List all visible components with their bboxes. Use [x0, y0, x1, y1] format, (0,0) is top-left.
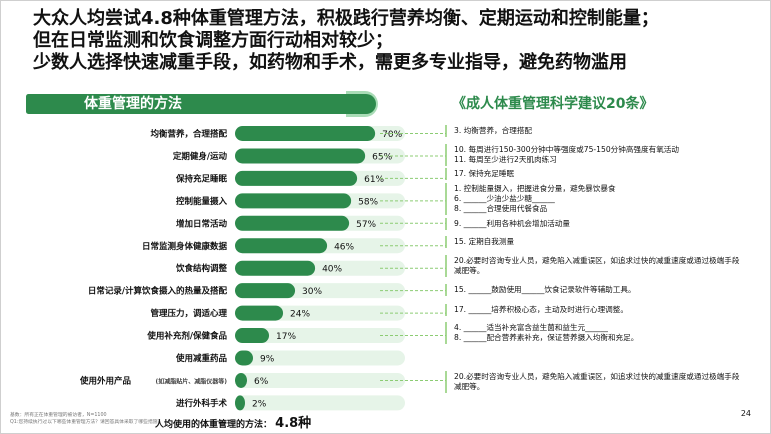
- bar: [235, 372, 248, 388]
- average-methods: 人均使用的体重管理的方法： 4.8种: [155, 412, 311, 431]
- category-label: 增加日常活动: [176, 218, 228, 229]
- category-label: 饮食结构调整: [175, 263, 228, 274]
- category-label: 定期健身/运动: [172, 151, 228, 162]
- headline-line-2: 但在日常监测和饮食调整方面行动相对较少；: [33, 30, 393, 51]
- recommendation-item: 11. 每周至少进行2天肌肉练习: [454, 155, 557, 164]
- bar: [235, 126, 376, 141]
- bar-value-label: 65%: [372, 152, 392, 162]
- bar-value-label: 6%: [254, 377, 269, 387]
- recommendation-item: 8. ______配合营养素补充，保证营养摄入均衡和充足。: [454, 333, 639, 342]
- bar-value-label: 46%: [334, 242, 354, 252]
- footnote-question: Q1:您持续执行过以下哪些体重管理方法？请回答具体采取了哪些措施？: [10, 420, 163, 425]
- recommendation-item: 17. ______培养积极心态，主动及时进行心理调整。: [454, 305, 628, 314]
- recommendation-item: 15. ______鼓励使用______饮食记录软件等辅助工具。: [454, 285, 636, 294]
- recommendation-item: 8. ______合理使用代餐食品: [454, 204, 548, 213]
- bar: [235, 170, 358, 186]
- bar-value-label: 57%: [356, 220, 376, 230]
- category-label: 使用外用产品: [79, 375, 132, 386]
- bar-value-label: 2%: [252, 399, 267, 409]
- bar: [235, 215, 350, 231]
- headline-line-1: 大众人均尝试4.8种体重管理方法，积极践行营养均衡、定期运动和控制能量；: [33, 8, 659, 29]
- bar-value-label: 17%: [276, 332, 296, 342]
- headline: 大众人均尝试4.8种体重管理方法，积极践行营养均衡、定期运动和控制能量； 但在日…: [33, 8, 659, 74]
- bar-track: [235, 350, 405, 366]
- bar: [235, 283, 296, 299]
- bar-value-label: 40%: [322, 265, 342, 275]
- bar: [235, 350, 254, 366]
- footnote-base: 基数：所有正在体重管理的被访者，N=1100: [10, 413, 107, 418]
- category-label: 进行外科手术: [176, 398, 228, 409]
- recommendation-title: 《成人体重管理科学建议20条》: [452, 96, 654, 112]
- page-number: 24: [740, 409, 751, 418]
- recommendation-item: 3. 均衡营养，合理搭配: [454, 126, 533, 135]
- bar: [235, 395, 245, 411]
- recommendation-item: 10. 每周进行150-300分钟中等强度或75-150分钟高强度有氧活动: [454, 145, 679, 154]
- bar-value-label: 61%: [364, 175, 384, 185]
- bar-track: [235, 372, 405, 388]
- bar: [235, 260, 316, 276]
- bar-value-label: 9%: [260, 355, 275, 365]
- category-label: 均衡营养，合理搭配: [150, 129, 227, 140]
- bar-value-label: 70%: [382, 130, 402, 140]
- bar-track: [235, 395, 405, 411]
- category-note: (如减脂贴片、减脂仪器等): [156, 377, 228, 385]
- average-value: 4.8种: [275, 416, 312, 431]
- recommendation-item: 15. 定期自我测量: [454, 237, 515, 246]
- bar: [235, 328, 270, 344]
- recommendation-item: 6. ______少油少盐少糖______: [454, 194, 555, 203]
- recommendation-item: 20.必要时咨询专业人员，避免陷入减重误区，如追求过快的减重速度或通过极端手段减…: [454, 372, 740, 391]
- bar: [235, 238, 328, 254]
- headline-line-3: 少数人选择快速减重手段，如药物和手术，需更多专业指导，避免药物滥用: [33, 52, 627, 73]
- category-label: 保持充足睡眠: [175, 173, 228, 184]
- bar-value-label: 30%: [302, 287, 322, 297]
- bar: [235, 305, 284, 321]
- average-label: 人均使用的体重管理的方法：: [155, 420, 273, 430]
- bar-value-label: 58%: [358, 197, 378, 207]
- category-label: 日常记录/计算饮食摄入的热量及搭配: [88, 286, 228, 297]
- category-label: 使用减重药品: [175, 353, 228, 364]
- recommendation-item: 9. ______利用各种机会增加活动量: [454, 219, 570, 228]
- bar-track: [235, 328, 405, 344]
- category-label: 使用补充剂/保健食品: [146, 331, 227, 342]
- bar: [235, 148, 366, 164]
- section-title: 体重管理的方法: [84, 96, 182, 112]
- bar-value-label: 24%: [290, 310, 310, 320]
- category-label: 日常监测身体健康数据: [142, 241, 228, 252]
- recommendation-item: 4. ______适当补充富含益生菌和益生元______: [454, 323, 608, 332]
- recommendation-item: 1. 控制能量摄入，把握进食分量，避免暴饮暴食: [454, 184, 616, 193]
- bar: [235, 193, 352, 209]
- category-label: 管理压力，调适心理: [150, 308, 227, 319]
- recommendation-item: 20.必要时咨询专业人员，避免陷入减重误区，如追求过快的减重速度或通过极端手段减…: [454, 256, 740, 275]
- recommendation-item: 17. 保持充足睡眠: [454, 169, 515, 178]
- category-label: 控制能量摄入: [176, 196, 228, 207]
